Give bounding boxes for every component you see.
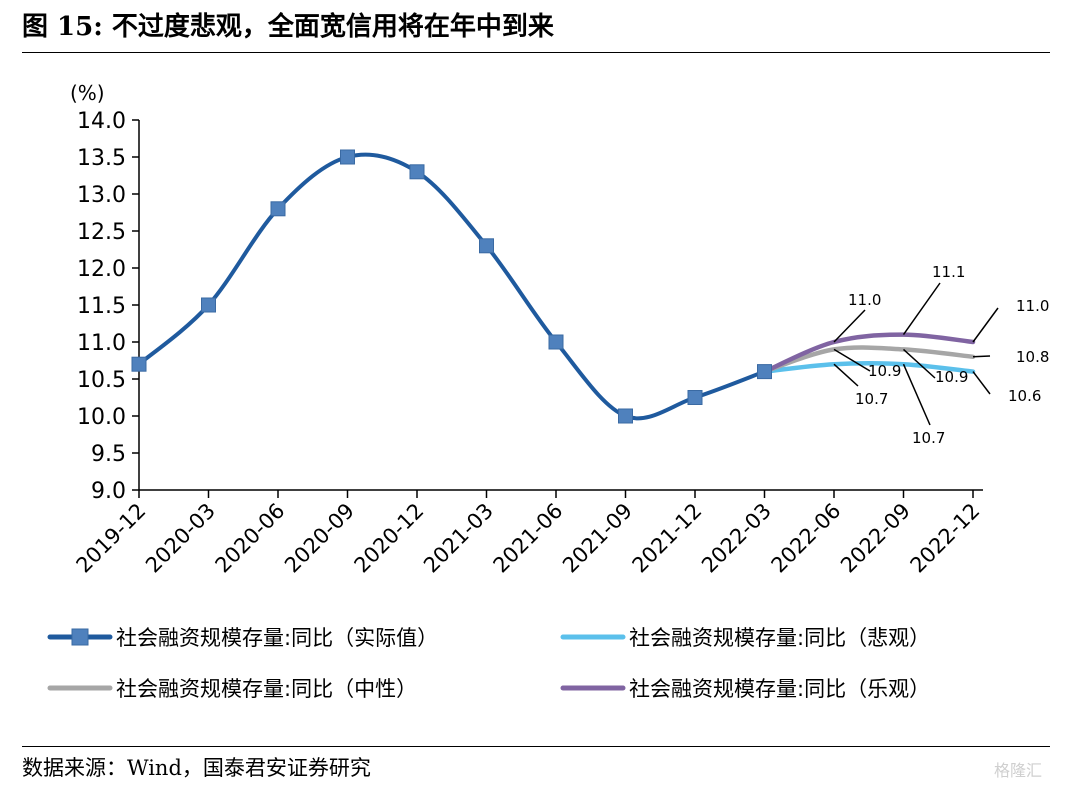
data-point-marker [757, 364, 772, 380]
annotation-leader [833, 348, 871, 372]
annotation-leader [902, 363, 931, 426]
data-point-marker [687, 390, 703, 405]
x-tick-label: 2020-09 [280, 499, 359, 578]
bottom-rule [22, 746, 1050, 747]
y-tick-label: 13.0 [77, 183, 126, 208]
line-chart: 9.0 9.5 10.0 10.5 11.0 11.5 12.0 12.5 13.0 13.5 14… [47, 81, 1049, 701]
data-label: 11.1 [932, 263, 965, 281]
annotation-leader [902, 282, 941, 336]
y-tick-label: 9.5 [91, 442, 126, 467]
data-annotations: 11.0 10.9 10.7 11.1 10.9 10.7 11.0 10.8 10.6 [833, 263, 1049, 447]
y-tick-label: 9.0 [91, 479, 126, 504]
y-tick-label: 11.5 [77, 294, 126, 319]
x-tick-label: 2021-06 [489, 499, 568, 578]
y-tick-label: 13.5 [77, 146, 126, 171]
legend-label-0: 社会融资规模存量:同比（实际值） [116, 626, 438, 650]
x-tick-label: 2021-12 [628, 499, 707, 578]
data-label: 10.9 [935, 368, 968, 386]
series-line-1 [762, 361, 976, 374]
series-line-0 [137, 152, 767, 421]
data-label: 10.6 [1008, 387, 1041, 405]
annotation-leader [972, 355, 991, 358]
legend-label-3: 社会融资规模存量:同比（乐观） [629, 677, 930, 701]
figure-title: 图 15: 不过度悲观，全面宽信用将在年中到来 [22, 12, 554, 42]
legend-marker [71, 628, 89, 646]
y-tick-label: 12.5 [77, 220, 126, 245]
y-tick-label: 10.5 [77, 368, 126, 393]
data-point-marker [270, 201, 286, 217]
x-tick-label: 2020-06 [211, 499, 290, 578]
y-tick-label: 14.0 [77, 109, 126, 134]
data-label: 11.0 [848, 291, 881, 309]
data-point-marker [409, 164, 425, 180]
y-tick-label: 10.0 [77, 405, 126, 430]
annotation-leader [833, 363, 859, 387]
x-tick-label: 2021-09 [558, 499, 637, 578]
series-line-3 [762, 332, 976, 374]
annotation-leader [833, 309, 866, 343]
data-point-marker [548, 334, 564, 350]
data-point-marker [618, 408, 633, 424]
x-tick-label: 2022-03 [697, 499, 776, 578]
annotation-leader [902, 348, 936, 379]
annotation-leader [972, 371, 991, 395]
y-tick-label: 11.0 [77, 331, 126, 356]
top-rule [22, 52, 1050, 53]
x-tick-label: 2021-03 [419, 499, 498, 578]
data-point-marker [201, 297, 216, 313]
series-line-2 [762, 345, 976, 374]
x-tick-label: 2022-06 [767, 499, 846, 578]
y-axis-unit-label: (%) [70, 81, 105, 105]
x-tick-label: 2020-03 [141, 499, 220, 578]
series-lines [137, 152, 976, 421]
legend-label-2: 社会融资规模存量:同比（中性） [116, 677, 417, 701]
data-point-marker [131, 356, 147, 372]
data-label: 10.7 [912, 429, 945, 447]
source-note: 数据来源：Wind，国泰君安证券研究 [22, 756, 371, 780]
x-tick-label: 2019-12 [72, 499, 151, 578]
series-markers [131, 149, 772, 424]
legend-label-1: 社会融资规模存量:同比（悲观） [629, 626, 930, 650]
data-point-marker [479, 238, 494, 254]
x-tick-label: 2022-12 [906, 499, 985, 578]
annotation-leader [972, 307, 999, 343]
data-label: 10.8 [1016, 348, 1049, 366]
legend: 社会融资规模存量:同比（实际值） 社会融资规模存量:同比（悲观） 社会融资规模存量:… [47, 626, 930, 701]
data-label: 11.0 [1016, 297, 1049, 315]
axes: 9.0 9.5 10.0 10.5 11.0 11.5 12.0 12.5 13.0 13.5 14… [70, 81, 985, 578]
y-tick-label: 12.0 [77, 257, 126, 282]
data-label: 10.7 [855, 390, 888, 408]
x-tick-label: 2022-09 [836, 499, 915, 578]
watermark-logo: 格隆汇 [994, 761, 1043, 780]
data-point-marker [340, 149, 355, 165]
x-tick-label: 2020-12 [350, 499, 429, 578]
data-label: 10.9 [868, 362, 901, 380]
